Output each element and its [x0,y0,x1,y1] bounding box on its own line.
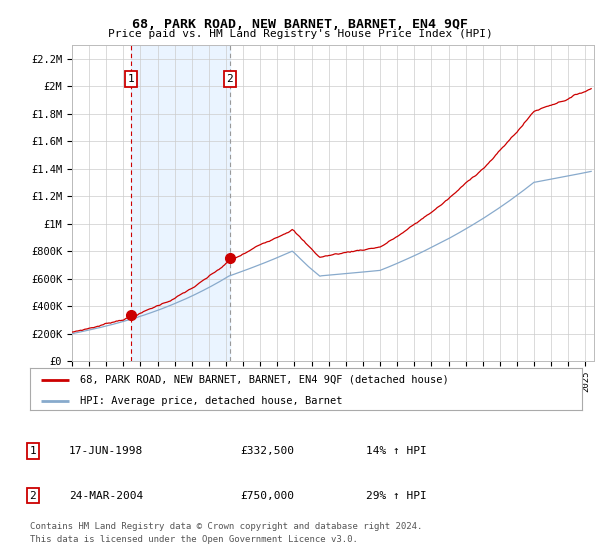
Text: Price paid vs. HM Land Registry's House Price Index (HPI): Price paid vs. HM Land Registry's House … [107,29,493,39]
Text: 14% ↑ HPI: 14% ↑ HPI [366,446,427,456]
Text: 68, PARK ROAD, NEW BARNET, BARNET, EN4 9QF (detached house): 68, PARK ROAD, NEW BARNET, BARNET, EN4 9… [80,375,448,385]
Text: £332,500: £332,500 [240,446,294,456]
Text: 2: 2 [227,74,233,84]
Text: 29% ↑ HPI: 29% ↑ HPI [366,491,427,501]
Text: 1: 1 [128,74,134,84]
Text: 68, PARK ROAD, NEW BARNET, BARNET, EN4 9QF: 68, PARK ROAD, NEW BARNET, BARNET, EN4 9… [132,18,468,31]
Text: This data is licensed under the Open Government Licence v3.0.: This data is licensed under the Open Gov… [30,535,358,544]
Text: £750,000: £750,000 [240,491,294,501]
Text: HPI: Average price, detached house, Barnet: HPI: Average price, detached house, Barn… [80,396,342,405]
Text: Contains HM Land Registry data © Crown copyright and database right 2024.: Contains HM Land Registry data © Crown c… [30,522,422,531]
Bar [131,45,230,361]
Text: 1: 1 [29,446,37,456]
Text: 2: 2 [29,491,37,501]
Text: 17-JUN-1998: 17-JUN-1998 [69,446,143,456]
Text: 24-MAR-2004: 24-MAR-2004 [69,491,143,501]
